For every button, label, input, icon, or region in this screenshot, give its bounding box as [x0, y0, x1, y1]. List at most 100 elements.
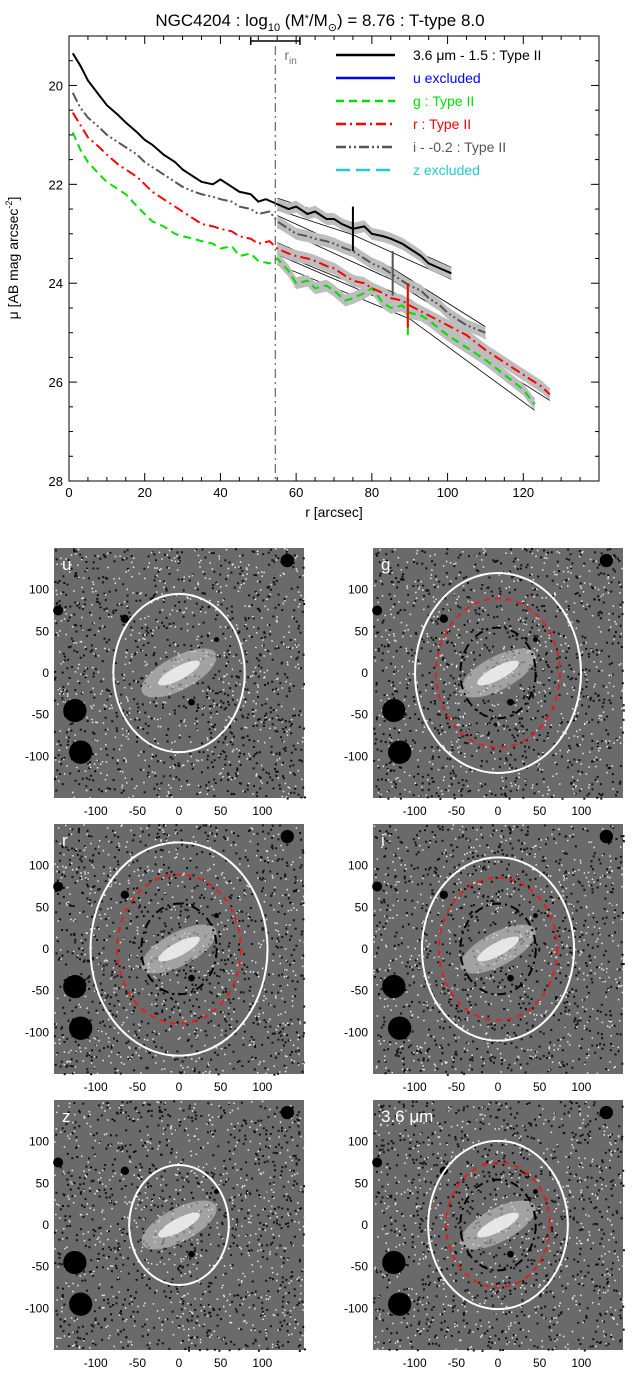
panel-y-tick-label: -50 [351, 708, 369, 722]
break-ellipse [437, 876, 559, 1022]
x-tick-label: 100 [437, 485, 459, 500]
error-band [277, 198, 452, 280]
panel-y-tick-label: 100 [29, 583, 49, 597]
x-axis-label: r [arcsec] [305, 504, 363, 520]
break-ellipse [116, 873, 242, 1025]
masked-star [388, 740, 412, 764]
y-tick-label: 20 [49, 78, 63, 93]
masked-star [188, 974, 195, 982]
panel-x-tick-label: 100 [252, 1080, 272, 1094]
panel-y-tick-label: 0 [361, 1218, 368, 1232]
panel-x-tick-label: 50 [214, 1356, 228, 1370]
panel-y-tick-label: 50 [36, 1176, 50, 1190]
panel-x-tick-label: -100 [84, 804, 108, 818]
noise-dark [54, 1100, 306, 1352]
panel-x-tick-label: 50 [533, 1080, 547, 1094]
series-line [71, 92, 486, 334]
inner-ellipse [459, 902, 537, 996]
masked-star [53, 881, 64, 892]
masked-star [53, 605, 64, 616]
r-in-marker: rin [249, 37, 301, 481]
noise-light [54, 1100, 306, 1352]
profile-plot: 0 20 40 60 80 100 120 20 22 24 26 28 rin 3.6 μm - … [4, 35, 600, 520]
masked-star [388, 1292, 412, 1316]
panel-y-tick-label: 100 [348, 859, 368, 873]
panel-y-tick-label: -100 [344, 1025, 368, 1039]
masked-star [214, 1189, 219, 1195]
masked-star [53, 1157, 64, 1168]
series-lines [71, 52, 551, 405]
masked-star [382, 698, 406, 723]
masked-star [188, 1250, 195, 1258]
masked-star [439, 614, 449, 623]
image-panel: g 100 50 0 -50 -100 -100 -50 0 50 100 [344, 548, 625, 818]
inner-ellipse [459, 1178, 537, 1272]
panel-x-tick-label: 100 [571, 1080, 591, 1094]
x-tick-label: 60 [289, 485, 303, 500]
masked-star [533, 913, 538, 919]
figure-title: NGC4204 : log10 (M*/M⊙) = 8.76 : T-type … [155, 11, 484, 34]
masked-star [120, 1166, 129, 1176]
break-ellipse [435, 597, 561, 749]
image-panels: u 100 50 0 -50 -100 -100 -50 0 50 100 g 100 50 0 -50 -10… [25, 548, 625, 1370]
inner-ellipse [140, 902, 218, 996]
panel-label: u [62, 555, 71, 574]
masked-star [63, 974, 87, 999]
masked-star [120, 614, 129, 623]
x-tick-label: 40 [213, 485, 227, 500]
image-panel: i 100 50 0 -50 -100 -100 -50 0 50 100 [344, 824, 625, 1094]
legend-label: z excluded [413, 162, 480, 178]
panel-y-tick-label: 50 [36, 624, 50, 638]
panel-x-tick-label: -100 [403, 1080, 427, 1094]
panel-label: g [381, 555, 390, 574]
masked-star [507, 698, 514, 706]
masked-star [372, 1157, 383, 1168]
outer-ellipse [112, 592, 246, 754]
panel-x-tick-label: 50 [533, 1356, 547, 1370]
panel-y-tick-label: -100 [344, 749, 368, 763]
galaxy-core [158, 1212, 200, 1238]
masked-star [214, 637, 219, 643]
masked-star [69, 1016, 93, 1040]
masked-star [69, 740, 93, 764]
legend-label: g : Type II [413, 93, 474, 109]
masked-star [120, 890, 129, 899]
panel-x-tick-label: 0 [176, 1356, 183, 1370]
legend-label: u excluded [413, 70, 481, 86]
panel-y-tick-label: 100 [348, 1135, 368, 1149]
panel-label: 3.6 μm [381, 1107, 433, 1126]
y-tick-label: 26 [49, 375, 63, 390]
panel-y-tick-label: -50 [351, 1260, 369, 1274]
image-panel: u 100 50 0 -50 -100 -100 -50 0 50 100 [25, 548, 306, 818]
y-axis-label: μ [AB mag arcsec-2] [4, 197, 21, 320]
panel-x-tick-label: 50 [214, 1080, 228, 1094]
panel-y-tick-label: -50 [32, 984, 50, 998]
break-ellipse [445, 1161, 551, 1289]
masked-star [214, 913, 219, 919]
error-band [277, 215, 486, 339]
outer-ellipse [414, 572, 582, 774]
series-line [71, 132, 536, 405]
noise-light [54, 824, 306, 1075]
masked-star [599, 1105, 613, 1120]
outer-ellipse [427, 1139, 569, 1311]
break-markers [351, 206, 409, 336]
panel-y-tick-label: -100 [25, 1025, 49, 1039]
noise-dark [373, 824, 625, 1076]
panel-x-tick-label: 100 [252, 804, 272, 818]
x-tick-label: 0 [65, 485, 72, 500]
masked-star [69, 1292, 93, 1316]
legend-label: 3.6 μm - 1.5 : Type II [413, 47, 541, 63]
panel-y-tick-label: -100 [25, 1301, 49, 1315]
panel-y-tick-label: 0 [42, 1218, 49, 1232]
panel-y-tick-label: 100 [29, 859, 49, 873]
legend-label: i - -0.2 : Type II [413, 139, 506, 155]
panel-y-tick-label: 50 [355, 1176, 369, 1190]
panel-y-tick-label: 0 [361, 666, 368, 680]
panel-y-tick-label: 0 [42, 942, 49, 956]
panel-x-tick-label: -100 [84, 1356, 108, 1370]
legend: 3.6 μm - 1.5 : Type II u excluded g : Type… [336, 47, 541, 178]
masked-star [439, 890, 449, 899]
masked-star [280, 829, 295, 844]
panel-y-tick-label: 0 [42, 666, 49, 680]
